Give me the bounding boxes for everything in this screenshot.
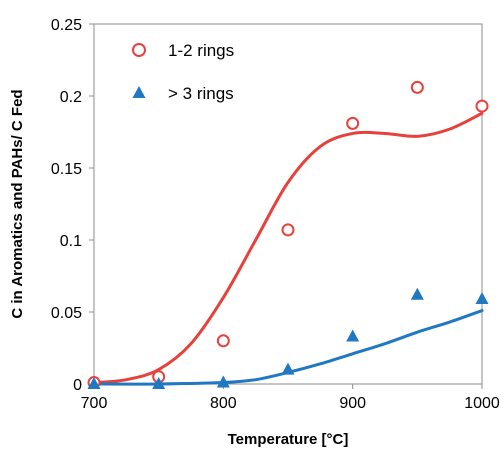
- x-tick-label: 900: [339, 395, 366, 412]
- data-points: [87, 80, 489, 390]
- x-tick-label: 1000: [464, 395, 500, 412]
- legend-label: 1-2 rings: [168, 41, 234, 60]
- data-point-series-2: [346, 329, 360, 342]
- legend-marker-triangle: [132, 86, 146, 98]
- x-tick-label: 800: [210, 395, 237, 412]
- y-tick-label: 0.1: [60, 233, 82, 250]
- fit-line-series-2: [92, 309, 484, 386]
- y-tick-label: 0.25: [51, 17, 82, 34]
- data-point-series-1: [346, 116, 360, 130]
- ticks-layer: 700 800 900 1000 0 0.05 0.1 0.15 0.2 0.25: [51, 17, 500, 412]
- data-point-series-1: [216, 334, 230, 348]
- data-point-series-2: [410, 287, 424, 300]
- fit-line-series-1: [92, 111, 484, 385]
- data-point-series-2: [281, 362, 295, 375]
- data-point-series-2: [216, 375, 230, 388]
- legend-item-2: > 3 rings: [132, 84, 234, 103]
- x-axis-title: Temperature [°C]: [228, 431, 349, 448]
- data-point-series-1: [410, 80, 424, 94]
- data-point-series-2: [475, 292, 489, 305]
- data-point-series-1: [281, 223, 295, 237]
- legend-marker-circle: [132, 43, 146, 57]
- y-tick-label: 0.2: [60, 89, 82, 106]
- fit-lines: [92, 111, 484, 386]
- data-point-series-2: [87, 377, 101, 389]
- x-tick-label: 700: [81, 395, 108, 412]
- y-axis-title: C in Aromatics and PAHs/ C Fed: [9, 89, 26, 318]
- legend-item-1: 1-2 rings: [132, 41, 234, 60]
- data-point-series-1: [475, 99, 489, 113]
- y-tick-label: 0.05: [51, 305, 82, 322]
- legend: 1-2 rings > 3 rings: [132, 41, 234, 103]
- y-tick-label: 0: [73, 377, 82, 394]
- y-tick-label: 0.15: [51, 161, 82, 178]
- legend-label: > 3 rings: [168, 84, 234, 103]
- data-point-series-2: [152, 377, 166, 389]
